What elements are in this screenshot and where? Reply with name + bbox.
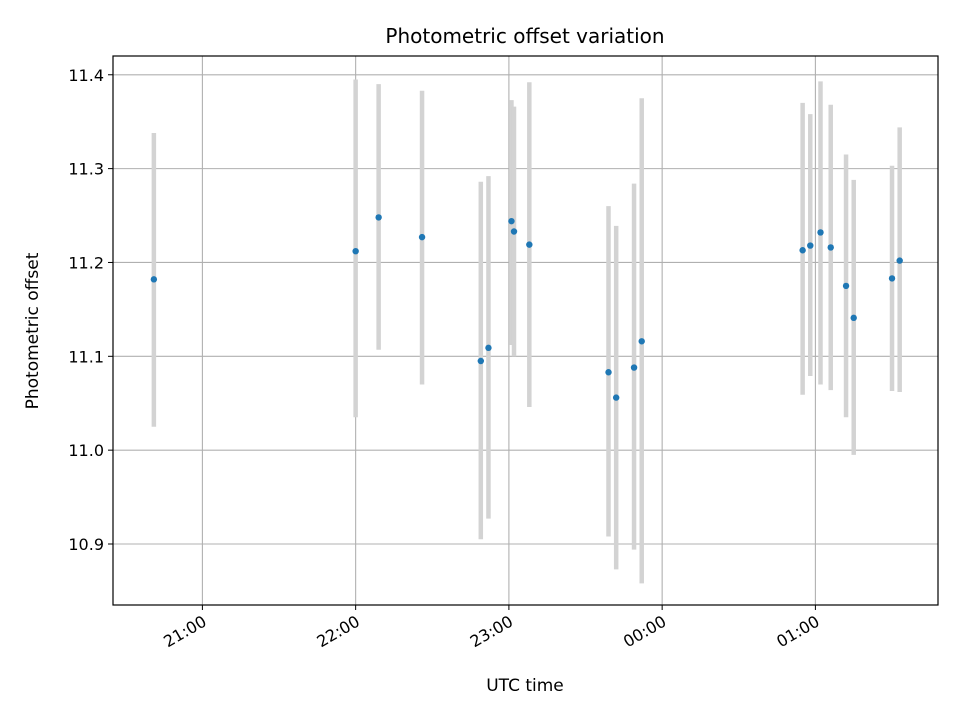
y-tick-label: 11.4	[68, 66, 104, 85]
data-point	[150, 276, 158, 283]
data-point	[605, 369, 612, 376]
data-point	[418, 233, 426, 241]
data-point	[896, 257, 903, 264]
data-point	[526, 241, 533, 248]
data-point	[485, 344, 492, 352]
y-tick-label: 10.9	[68, 535, 104, 554]
y-tick-label: 11.1	[68, 347, 104, 366]
y-tick-label: 11.2	[68, 253, 104, 272]
data-point	[612, 394, 620, 401]
data-point	[817, 229, 824, 236]
data-point	[508, 217, 515, 225]
data-point	[630, 364, 638, 371]
y-tick-label: 11.3	[68, 160, 104, 179]
data-point	[827, 244, 834, 251]
data-point	[510, 228, 518, 235]
data-point	[799, 247, 806, 254]
y-axis-label: Photometric offset	[23, 252, 43, 409]
data-point	[807, 242, 814, 249]
data-point	[842, 282, 850, 290]
data-point	[850, 314, 857, 322]
data-point	[375, 214, 382, 221]
data-point	[477, 357, 485, 365]
y-axis: 10.9 11.0 11.1 11.2 11.3 11.4	[68, 66, 113, 554]
data-points	[150, 214, 903, 401]
x-axis-label: UTC time	[486, 676, 564, 696]
data-point	[888, 275, 896, 282]
data-point	[638, 338, 645, 345]
plot-frame	[112, 55, 939, 606]
chart-title: Photometric offset variation	[385, 24, 664, 48]
data-point	[352, 248, 359, 255]
y-tick-label: 11.0	[68, 441, 104, 460]
